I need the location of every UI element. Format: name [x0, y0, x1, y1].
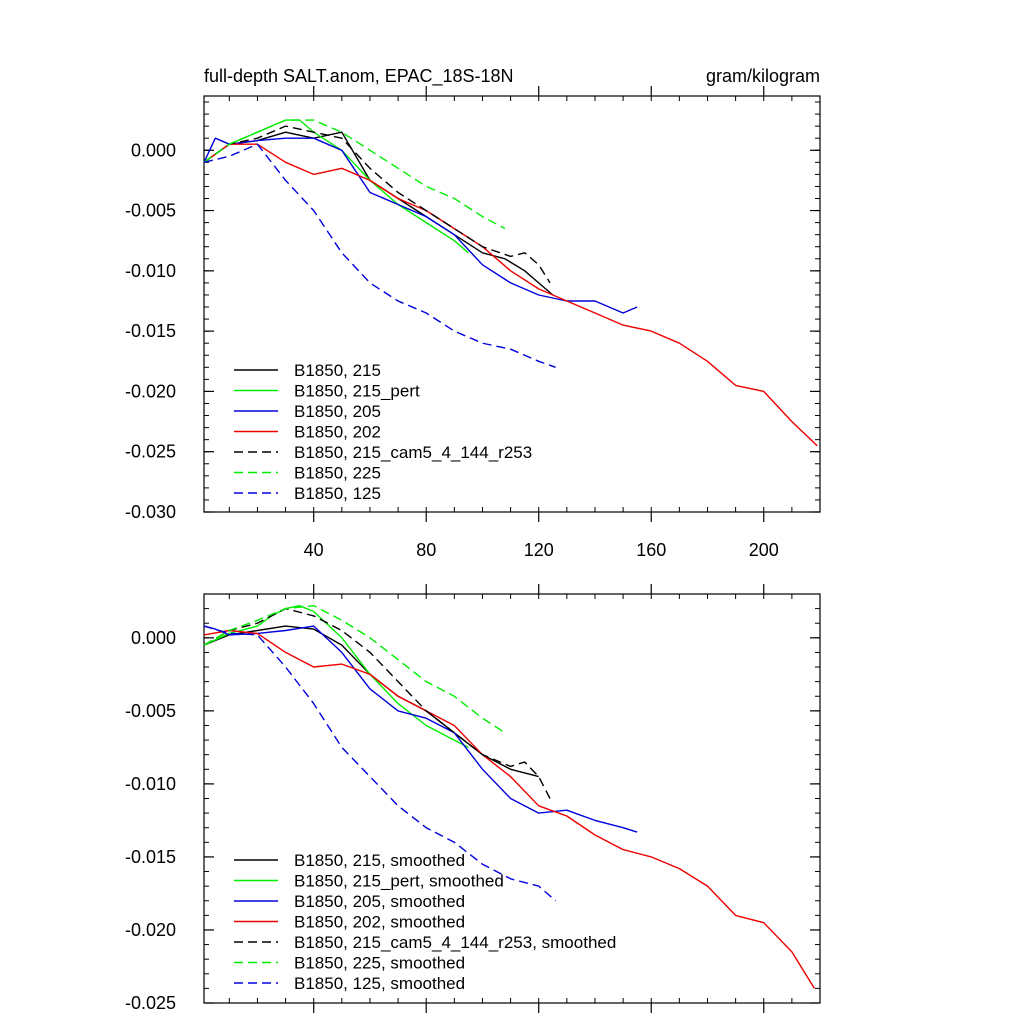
legend: B1850, 215, smoothed B1850, 215_pert, smo…	[234, 851, 616, 993]
y-tick-label: -0.025	[125, 442, 176, 462]
x-tick-label: 200	[749, 540, 779, 560]
legend-label: B1850, 125	[294, 484, 381, 503]
series-line	[203, 625, 539, 778]
series-line	[203, 131, 554, 296]
legend-label: B1850, 202	[294, 423, 381, 442]
y-tick-label: 0.000	[131, 140, 176, 160]
y-tick-label: -0.015	[125, 847, 176, 867]
x-tick-label: 80	[416, 540, 436, 560]
x-tick-label: 160	[636, 540, 666, 560]
legend-label: B1850, 215, smoothed	[294, 851, 465, 870]
series-line	[203, 125, 551, 284]
legend-label: B1850, 215_pert	[294, 382, 420, 401]
legend-label: B1850, 225, smoothed	[294, 954, 465, 973]
y-tick-label: 0.000	[131, 628, 176, 648]
plot-title: full-depth SALT.anom, EPAC_18S-18N	[204, 66, 514, 87]
series-line	[203, 119, 469, 254]
series-line	[203, 143, 556, 368]
series-line	[203, 605, 469, 749]
legend-label: B1850, 125, smoothed	[294, 974, 465, 993]
series-line	[203, 625, 638, 833]
legend-label: B1850, 202, smoothed	[294, 913, 465, 932]
series-line	[203, 629, 815, 989]
x-tick-label: 120	[524, 540, 554, 560]
legend-label: B1850, 205	[294, 402, 381, 421]
series-line	[203, 137, 638, 314]
bottom-panel: 0.000 -0.005 -0.010 -0.015 -0.020 -0.025 B1850…	[125, 584, 821, 1013]
legend-label: B1850, 215_pert, smoothed	[294, 872, 504, 891]
y-tick-label: -0.020	[125, 381, 176, 401]
units-label: gram/kilogram	[706, 66, 820, 86]
series-line	[203, 625, 557, 902]
y-tick-label: -0.010	[125, 261, 176, 281]
x-tick-label: 40	[304, 540, 324, 560]
y-tick-label: -0.015	[125, 321, 176, 341]
series-line	[203, 143, 818, 447]
y-tick-label: -0.005	[125, 201, 176, 221]
legend-label: B1850, 215_cam5_4_144_r253, smoothed	[294, 933, 616, 952]
series-line	[203, 607, 551, 799]
legend-label: B1850, 215_cam5_4_144_r253	[294, 443, 532, 462]
y-tick-label: -0.025	[125, 993, 176, 1013]
y-tick-label: -0.030	[125, 502, 176, 522]
top-panel: 40 80 120 160 200 0.000 -0.005 -0.010 -0.015 -0.0…	[125, 86, 821, 560]
y-tick-label: -0.005	[125, 701, 176, 721]
legend-label: B1850, 215	[294, 361, 381, 380]
legend-label: B1850, 225	[294, 464, 381, 483]
series-line	[203, 119, 506, 230]
y-tick-label: -0.020	[125, 920, 176, 940]
y-tick-label: -0.010	[125, 774, 176, 794]
plot-frame	[203, 95, 821, 513]
legend-label: B1850, 205, smoothed	[294, 892, 465, 911]
